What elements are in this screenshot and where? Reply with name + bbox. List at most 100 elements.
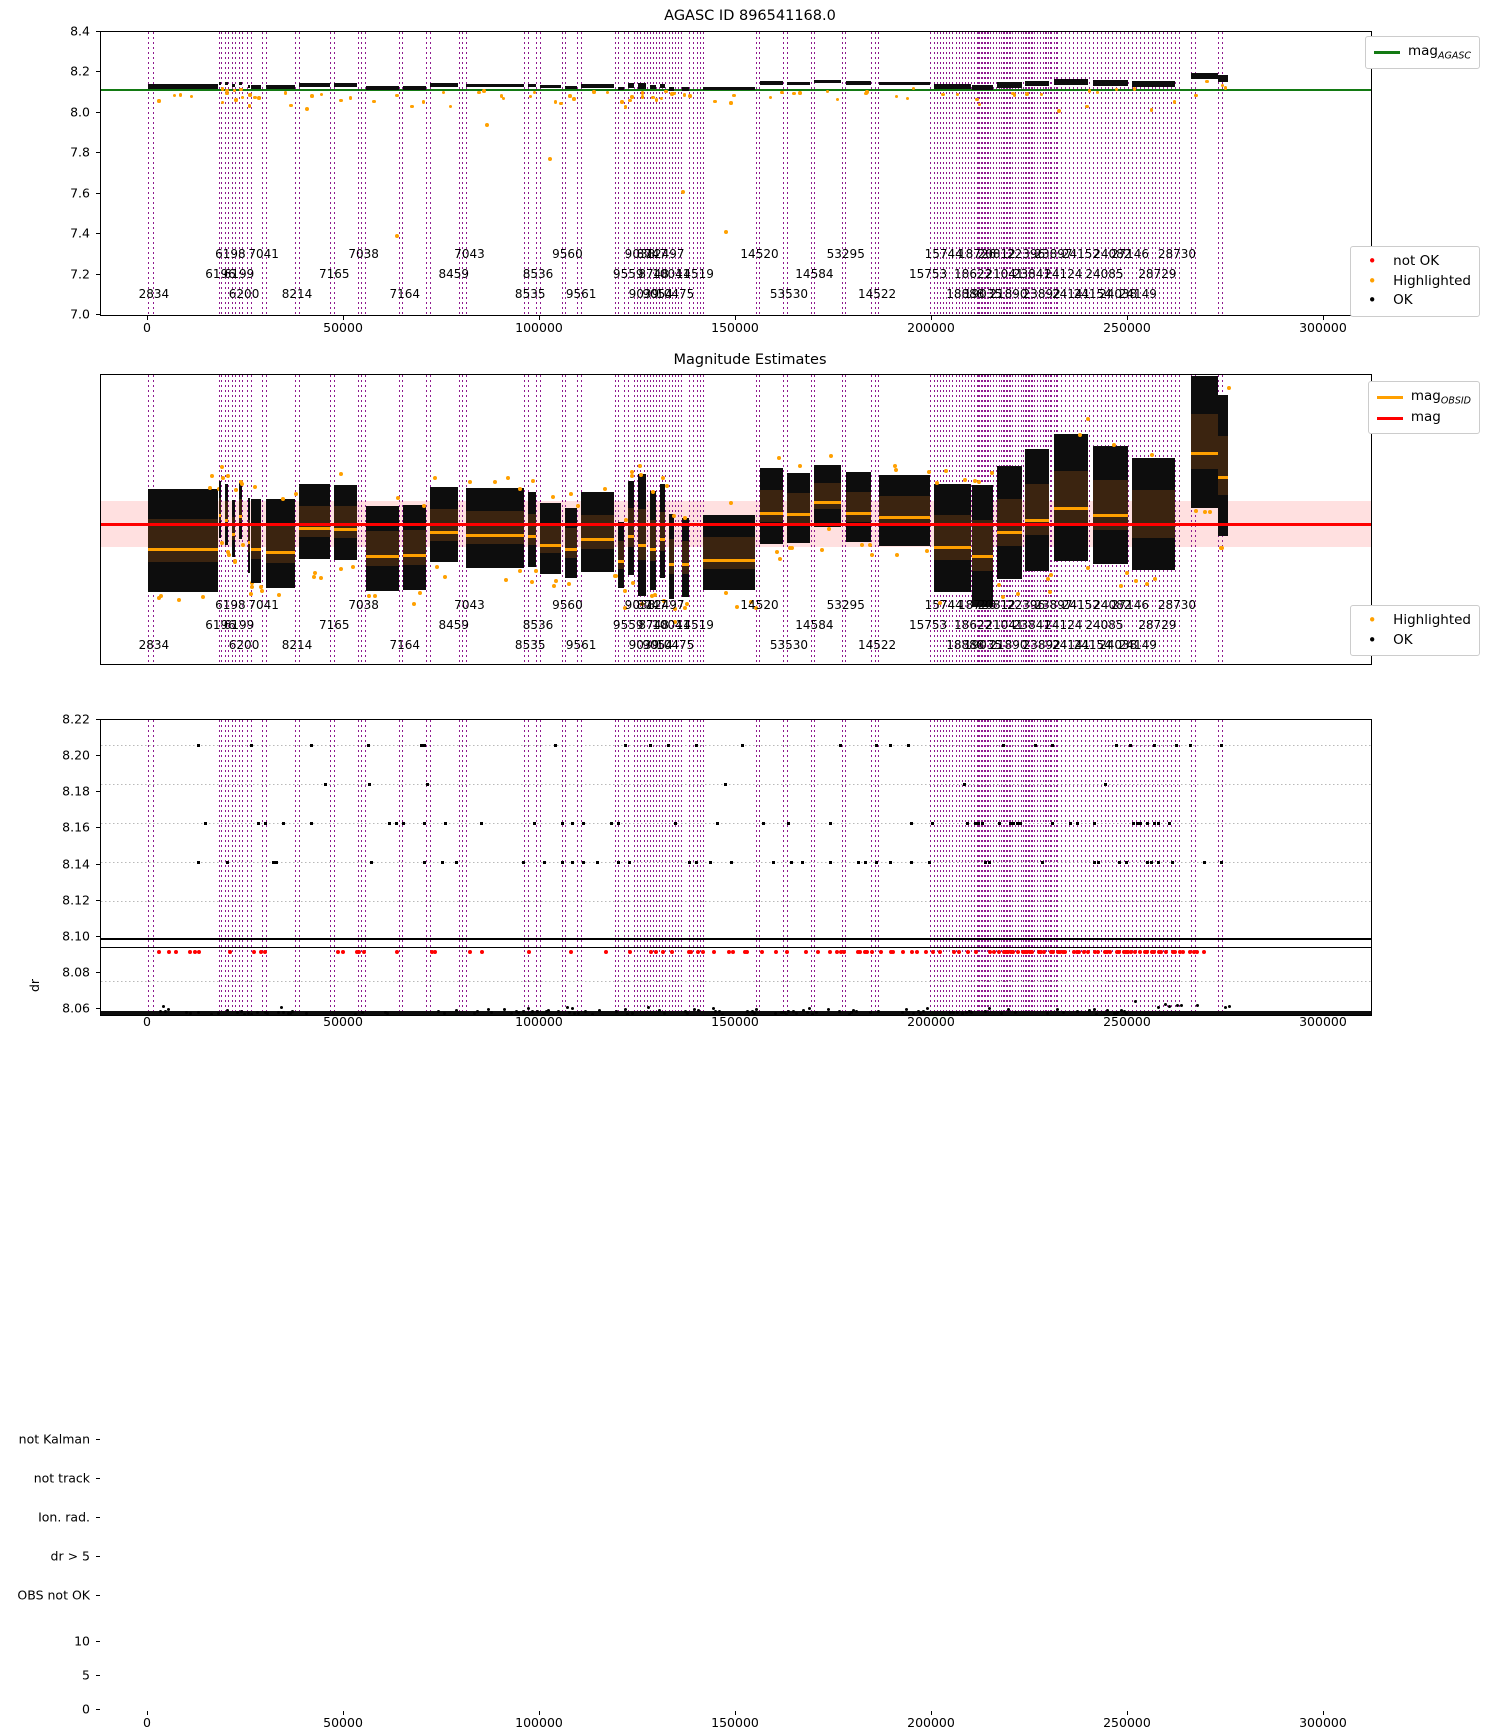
highlighted-point bbox=[630, 95, 634, 99]
obsid-boundary-line bbox=[1088, 32, 1090, 315]
highlighted-point bbox=[977, 102, 982, 107]
legend-mag-lines[interactable]: magOBSID mag bbox=[1367, 381, 1480, 435]
obsid-boundary-line bbox=[1139, 940, 1141, 1015]
obsid-boundary-line bbox=[961, 32, 963, 315]
obsid-boundary-line bbox=[624, 720, 626, 938]
not-ok-point bbox=[604, 949, 609, 954]
legend-point-classes-panel-2[interactable]: • Highlighted • OK bbox=[1350, 605, 1480, 657]
obsid-label: 53295 bbox=[826, 598, 865, 612]
magnitude-data-band bbox=[540, 85, 562, 89]
highlighted-point bbox=[157, 99, 161, 103]
magnitude-data-band bbox=[565, 85, 577, 89]
obsid-boundary-line bbox=[996, 32, 998, 315]
obsid-label: 18888 bbox=[946, 638, 985, 652]
dr-point bbox=[502, 1008, 506, 1012]
flag-marker bbox=[828, 860, 832, 864]
flag-marker bbox=[271, 860, 275, 864]
gridline-horizontal bbox=[101, 745, 1371, 747]
legend-point-classes-panel-1[interactable]: • not OK • Highlighted • OK bbox=[1350, 246, 1480, 317]
axes-panel-3-dr[interactable] bbox=[100, 939, 1372, 1016]
legend-swatch-dot-orange: • bbox=[1367, 271, 1377, 290]
highlighted-point bbox=[1047, 590, 1052, 595]
obsid-boundary-line bbox=[1222, 940, 1223, 1015]
obsid-boundary-line bbox=[357, 375, 359, 664]
dr-threshold-line bbox=[101, 946, 1371, 949]
flag-marker bbox=[1118, 860, 1122, 864]
flag-marker bbox=[624, 743, 628, 747]
axes-panel-1[interactable]: 2834 6196 6198 6199 6200 7041 8214 7165 7038 7164… bbox=[100, 31, 1372, 316]
flag-marker bbox=[1156, 860, 1160, 864]
mag-obsid-mean-line bbox=[878, 515, 930, 519]
obsid-boundary-line bbox=[977, 940, 979, 1015]
highlighted-point bbox=[788, 545, 793, 550]
obsid-boundary-line bbox=[357, 32, 359, 315]
obsid-boundary-line bbox=[993, 375, 995, 664]
obsid-boundary-line bbox=[1222, 720, 1223, 938]
not-ok-point bbox=[855, 949, 860, 954]
obsid-boundary-line bbox=[692, 375, 694, 664]
dr-point bbox=[754, 1008, 758, 1012]
x-tick-label: 300000 bbox=[1299, 1715, 1347, 1730]
obsid-label: 24038 bbox=[1099, 287, 1138, 301]
highlighted-point bbox=[501, 96, 506, 101]
not-ok-point bbox=[1133, 949, 1138, 954]
highlighted-point bbox=[159, 594, 163, 599]
y-tick-mark bbox=[96, 111, 100, 113]
highlighted-point bbox=[239, 481, 244, 486]
not-ok-point bbox=[957, 949, 962, 954]
not-ok-point bbox=[1041, 949, 1046, 954]
not-ok-point bbox=[1004, 949, 1009, 954]
dr-point bbox=[786, 1010, 790, 1014]
dr-point bbox=[781, 1011, 785, 1015]
mag-obsid-mean-line bbox=[238, 514, 242, 518]
magnitude-data-band bbox=[1024, 80, 1050, 87]
flag-marker bbox=[966, 821, 970, 825]
obsid-label: 19035 bbox=[963, 638, 1003, 652]
highlighted-point bbox=[372, 99, 376, 104]
y-tick-mark bbox=[96, 1556, 100, 1558]
highlighted-point bbox=[631, 580, 636, 585]
highlighted-outlier-point bbox=[1057, 108, 1062, 113]
gridline-horizontal bbox=[101, 784, 1371, 786]
dr-point bbox=[1114, 1012, 1118, 1015]
obsid-boundary-line bbox=[786, 940, 788, 1015]
obsid-boundary-line bbox=[783, 720, 784, 938]
flag-marker bbox=[310, 743, 314, 747]
obsid-label: 9054 bbox=[642, 638, 673, 652]
x-tick-label: 250000 bbox=[1103, 1014, 1151, 1029]
obsid-boundary-line bbox=[1018, 720, 1020, 938]
magnitude-estimate-core bbox=[659, 511, 666, 551]
obsid-boundary-line bbox=[1096, 940, 1098, 1015]
y-tick-mark bbox=[96, 273, 100, 275]
magnitude-data-band bbox=[659, 83, 666, 89]
flag-marker bbox=[440, 860, 444, 864]
obsid-boundary-line bbox=[659, 720, 661, 938]
highlighted-point bbox=[395, 93, 399, 98]
dr-point bbox=[987, 1007, 991, 1011]
highlighted-point bbox=[864, 91, 868, 96]
highlighted-point bbox=[777, 456, 782, 461]
highlighted-point bbox=[503, 578, 508, 583]
flag-marker bbox=[264, 821, 268, 825]
legend-item-ok-2: • OK bbox=[1359, 631, 1471, 651]
y-tick-mark bbox=[96, 233, 100, 235]
obsid-boundary-line bbox=[996, 940, 998, 1015]
axes-panel-2[interactable]: 2834 6196 6198 6199 6200 7041 8214 7165 7038 7164… bbox=[100, 374, 1372, 665]
not-ok-point bbox=[569, 949, 574, 954]
highlighted-point bbox=[339, 567, 344, 572]
legend-mag-agasc[interactable]: magAGASC bbox=[1364, 36, 1480, 70]
not-ok-point bbox=[1142, 949, 1147, 954]
gridline-horizontal bbox=[101, 901, 1371, 903]
obsid-boundary-line bbox=[652, 32, 654, 315]
magnitude-estimate-core bbox=[298, 505, 330, 538]
x-tick-mark bbox=[930, 316, 932, 320]
magnitude-estimate-core bbox=[1024, 483, 1050, 536]
obsid-boundary-line bbox=[1218, 940, 1220, 1015]
axes-panel-3-flags[interactable] bbox=[100, 719, 1372, 939]
magnitude-data-band bbox=[637, 83, 647, 90]
not-ok-point bbox=[1027, 949, 1032, 954]
obsid-boundary-line bbox=[936, 32, 938, 315]
obsid-boundary-line bbox=[524, 940, 526, 1015]
obsid-boundary-line bbox=[1020, 32, 1022, 315]
flag-marker bbox=[1153, 743, 1157, 747]
